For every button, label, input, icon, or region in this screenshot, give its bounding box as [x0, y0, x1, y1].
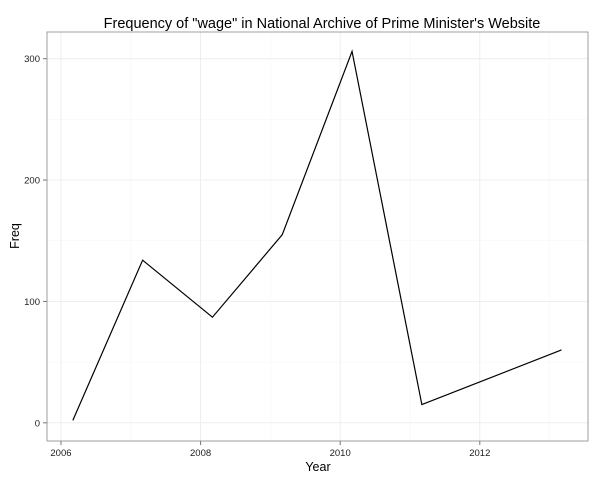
plot-panel — [46, 31, 589, 442]
y-tick-label: 200 — [24, 176, 40, 187]
minor-gridlines — [47, 32, 588, 441]
x-tick-label: 2010 — [330, 448, 351, 459]
x-axis: 2006 2008 2010 2012 — [50, 441, 490, 459]
y-tick-label: 100 — [24, 297, 40, 308]
y-tick-label: 0 — [35, 418, 40, 429]
x-axis-label: Year — [305, 460, 330, 474]
chart-title: Frequency of "wage" in National Archive … — [104, 16, 541, 32]
series-lines — [72, 49, 562, 421]
y-axis: 0 100 200 300 — [24, 54, 47, 429]
series-line — [72, 49, 562, 421]
x-tick-label: 2012 — [469, 448, 490, 459]
major-gridlines — [47, 32, 588, 441]
x-tick-label: 2008 — [190, 448, 211, 459]
y-tick-label: 300 — [24, 54, 40, 65]
y-axis-label: Freq — [8, 223, 22, 249]
x-tick-label: 2006 — [50, 448, 71, 459]
